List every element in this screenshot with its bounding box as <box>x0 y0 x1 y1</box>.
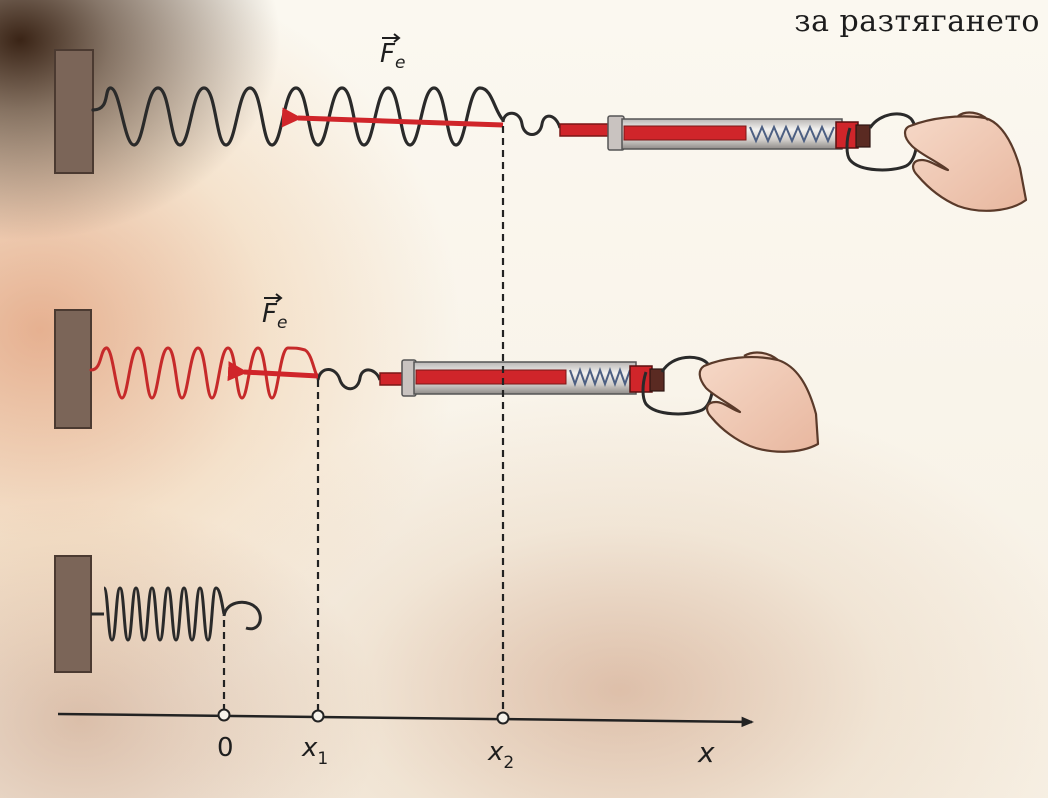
spring-2 <box>89 346 320 400</box>
x-axis: 0 x1 x2 x <box>57 708 755 773</box>
hook-3 <box>222 600 262 631</box>
axis-point-0 <box>217 708 231 722</box>
wall-mount-2 <box>54 309 92 429</box>
hand-2 <box>698 351 820 453</box>
tick-label-0: 0 <box>217 733 234 763</box>
force-label-2: Fe <box>262 299 287 333</box>
hook-1 <box>501 111 562 136</box>
force-arrow-1 <box>281 107 504 128</box>
axis-point-x2 <box>496 711 510 725</box>
row-1-stretched-x2: Fe <box>54 33 1028 212</box>
row-3-unstretched <box>54 555 262 673</box>
projection-lines <box>222 126 505 712</box>
spring-scale-1 <box>559 112 919 172</box>
force-arrow-2 <box>227 361 319 382</box>
hook-2 <box>316 368 382 391</box>
wall-mount-3 <box>54 555 92 673</box>
hand-1 <box>903 111 1028 212</box>
x-axis-line <box>57 712 755 728</box>
wall-mount-1 <box>54 49 94 174</box>
axis-point-x1 <box>311 709 325 723</box>
axis-name: x <box>697 736 715 769</box>
spring-scale-2 <box>379 355 715 416</box>
force-label-1: Fe <box>380 39 405 73</box>
caption-text: за разтягането <box>794 4 1040 39</box>
tick-label-x2: x2 <box>487 737 514 773</box>
spring-3 <box>91 586 226 642</box>
spring-1 <box>91 86 505 147</box>
tick-label-x1: x1 <box>301 733 328 769</box>
row-2-stretched-x1: Fe <box>54 293 820 453</box>
